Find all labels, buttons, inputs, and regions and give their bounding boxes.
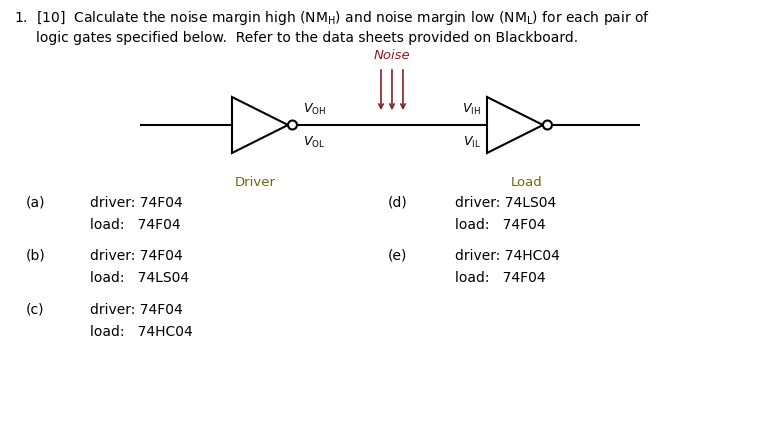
Text: driver: 74LS04: driver: 74LS04: [455, 196, 557, 209]
Text: driver: 74F04: driver: 74F04: [90, 196, 183, 209]
Text: driver: 74HC04: driver: 74HC04: [455, 249, 560, 262]
Text: (a): (a): [26, 196, 46, 209]
Text: load:   74LS04: load: 74LS04: [90, 270, 189, 284]
Text: $V_{\mathrm{IL}}$: $V_{\mathrm{IL}}$: [463, 135, 481, 150]
Text: load:   74HC04: load: 74HC04: [90, 324, 193, 338]
Text: logic gates specified below.  Refer to the data sheets provided on Blackboard.: logic gates specified below. Refer to th…: [36, 31, 578, 45]
Text: $V_{\mathrm{OH}}$: $V_{\mathrm{OH}}$: [303, 101, 326, 117]
Text: 1.  [10]  Calculate the noise margin high (NM$_\mathregular{H}$) and noise margi: 1. [10] Calculate the noise margin high …: [14, 9, 650, 27]
Text: (b): (b): [26, 249, 46, 262]
Text: load:   74F04: load: 74F04: [455, 218, 546, 231]
Text: $V_{\mathrm{OL}}$: $V_{\mathrm{OL}}$: [303, 135, 325, 150]
Text: (d): (d): [388, 196, 408, 209]
Text: load:   74F04: load: 74F04: [90, 218, 181, 231]
Text: Load: Load: [511, 175, 543, 189]
Text: Noise: Noise: [374, 49, 410, 62]
Text: load:   74F04: load: 74F04: [455, 270, 546, 284]
Text: (e): (e): [388, 249, 408, 262]
Text: driver: 74F04: driver: 74F04: [90, 249, 183, 262]
Text: driver: 74F04: driver: 74F04: [90, 302, 183, 316]
Text: Driver: Driver: [235, 175, 276, 189]
Text: (c): (c): [26, 302, 45, 316]
Text: $V_{\mathrm{IH}}$: $V_{\mathrm{IH}}$: [462, 101, 481, 117]
